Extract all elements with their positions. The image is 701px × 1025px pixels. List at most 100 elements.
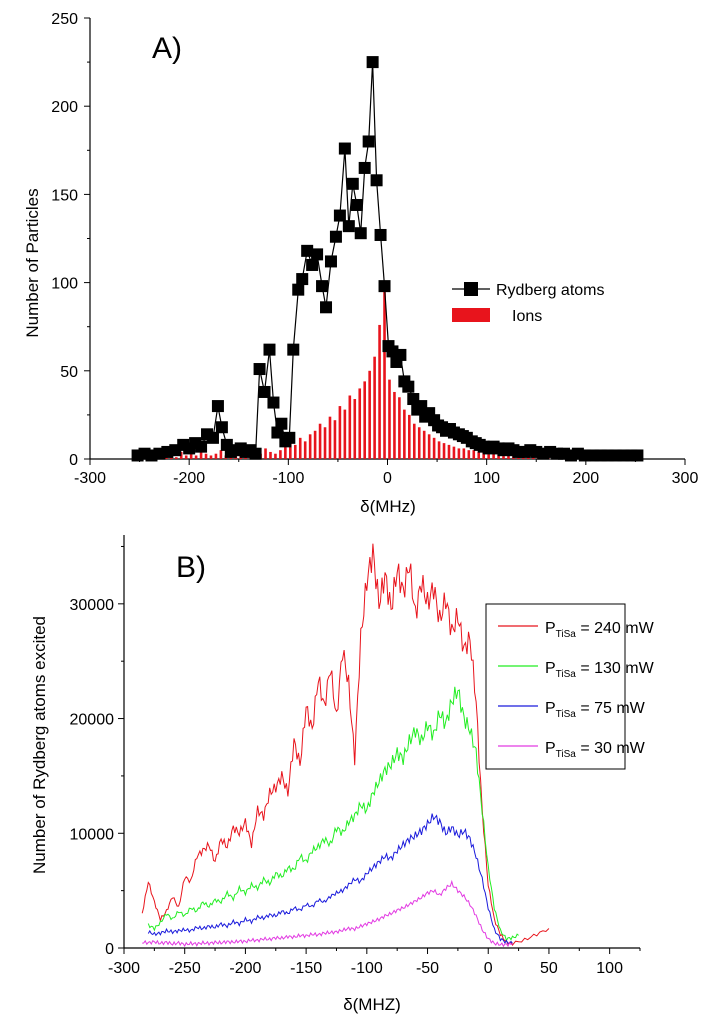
rydberg-point <box>362 135 375 148</box>
chart-a-x-tick-label: -300 <box>74 470 106 487</box>
rydberg-point <box>320 301 333 314</box>
ion-bar <box>422 430 426 459</box>
rydberg-point <box>378 280 391 293</box>
legend-b-items: PTiSa = 240 mW PTiSa = 130 mW PTiSa = 75 m… <box>498 620 655 760</box>
chart-a-x-tick-label: 100 <box>473 470 500 487</box>
ion-bar <box>338 406 342 459</box>
rydberg-point <box>358 161 371 174</box>
ion-bar <box>457 448 461 459</box>
rydberg-point <box>258 385 271 398</box>
legend-b-label: PTiSa = 240 mW <box>545 620 655 640</box>
rydberg-point <box>338 142 351 155</box>
rydberg-point <box>292 283 305 296</box>
rydberg-line <box>137 62 638 457</box>
legend-a-rydberg-label: Rydberg atoms <box>496 282 605 299</box>
ion-bar <box>477 451 481 459</box>
ion-bar <box>209 455 213 459</box>
ion-bar <box>363 381 366 459</box>
chart-b-x-tick-label: 0 <box>484 960 493 977</box>
rydberg-point <box>211 400 224 413</box>
chart-a-y-tick-label: 200 <box>51 99 78 116</box>
rydberg-point <box>333 209 346 222</box>
chart-a-legend: Rydberg atoms Ions <box>452 282 605 325</box>
rydberg-point <box>306 258 319 271</box>
ion-bar <box>293 444 297 459</box>
rydberg-point <box>296 273 309 286</box>
ion-bar <box>289 443 292 459</box>
chart-b: -300 -250 -200 -150 -100 -50 0 50 100 0 10000 20000… <box>30 535 655 1014</box>
chart-b-y-tick-label: 20000 <box>70 712 115 729</box>
rydberg-point <box>354 227 367 240</box>
ion-bar <box>269 451 272 459</box>
ion-bar <box>274 453 277 459</box>
ion-bar <box>353 399 357 459</box>
ion-bar <box>447 444 451 459</box>
ion-bar <box>502 453 505 459</box>
chart-a-ion-bars <box>140 291 634 459</box>
rydberg-point <box>301 244 314 257</box>
chart-b-x-tick-label: -200 <box>229 960 261 977</box>
rydberg-point <box>287 343 300 356</box>
rydberg-point <box>249 447 262 460</box>
ion-bar <box>398 397 401 459</box>
ion-bar <box>189 453 193 459</box>
ion-bar <box>214 453 218 459</box>
rydberg-point <box>215 421 228 434</box>
ion-bar <box>437 441 441 459</box>
ion-bar <box>417 427 421 459</box>
rydberg-point <box>195 440 208 453</box>
ion-bar <box>318 423 322 459</box>
legend-b-label: PTiSa = 30 mW <box>545 740 646 760</box>
chart-b-x-tick-label: 100 <box>596 960 623 977</box>
legend-a-rydberg-marker <box>464 282 478 296</box>
ion-bar <box>194 455 198 459</box>
ion-bar <box>427 434 431 459</box>
ion-bar <box>482 451 485 459</box>
ion-bar <box>313 430 317 459</box>
rydberg-point <box>329 230 342 243</box>
rydberg-point <box>366 56 379 69</box>
chart-b-x-tick-label: -150 <box>290 960 322 977</box>
chart-a-x-axis-label: δ(MHz) <box>360 497 416 516</box>
ion-bar <box>378 324 381 459</box>
chart-a-y-tick-label: 100 <box>51 276 78 293</box>
ion-bar <box>492 453 495 459</box>
chart-a-x-tick-label: -100 <box>272 470 304 487</box>
chart-a-y-tick-label: 50 <box>60 364 78 381</box>
rydberg-point <box>311 248 324 261</box>
ion-bar <box>303 441 307 459</box>
chart-a-x-tick-label: 0 <box>383 470 392 487</box>
ion-bar <box>487 451 490 459</box>
ion-bar <box>298 437 302 459</box>
chart-b-x-tick-label: -250 <box>169 960 201 977</box>
ion-bar <box>348 395 352 459</box>
ion-bar <box>279 450 282 459</box>
chart-a-panel-label: A) <box>152 32 182 65</box>
chart-b-x-tick-label: 50 <box>540 960 558 977</box>
rydberg-point <box>394 348 407 361</box>
ion-bar <box>343 409 347 459</box>
rydberg-point <box>346 177 359 190</box>
legend-a-ions-swatch <box>452 308 490 322</box>
rydberg-point <box>316 280 329 293</box>
legend-a-ions-label: Ions <box>512 308 542 325</box>
chart-b-x-tick-label: -300 <box>108 960 140 977</box>
rydberg-point <box>267 396 280 409</box>
chart-b-legend: PTiSa = 240 mW PTiSa = 130 mW PTiSa = 75 m… <box>485 603 655 770</box>
rydberg-point <box>350 198 363 211</box>
rydberg-point <box>370 174 383 187</box>
chart-b-y-axis-label: Number of Rydberg atoms excited <box>30 616 49 874</box>
legend-b-label: PTiSa = 75 mW <box>545 700 646 720</box>
ion-bar <box>497 453 500 459</box>
rydberg-point <box>206 431 219 444</box>
chart-a-y-axis-label: Number of Particles <box>23 188 42 337</box>
ion-bar <box>462 448 466 459</box>
ion-bar <box>264 448 267 459</box>
legend-b-box <box>485 603 626 770</box>
ion-bar <box>284 446 287 459</box>
rydberg-point <box>324 255 337 268</box>
chart-b-panel-label: B) <box>176 551 206 584</box>
rydberg-point <box>402 380 415 393</box>
chart-b-y-tick-label: 10000 <box>70 826 115 843</box>
